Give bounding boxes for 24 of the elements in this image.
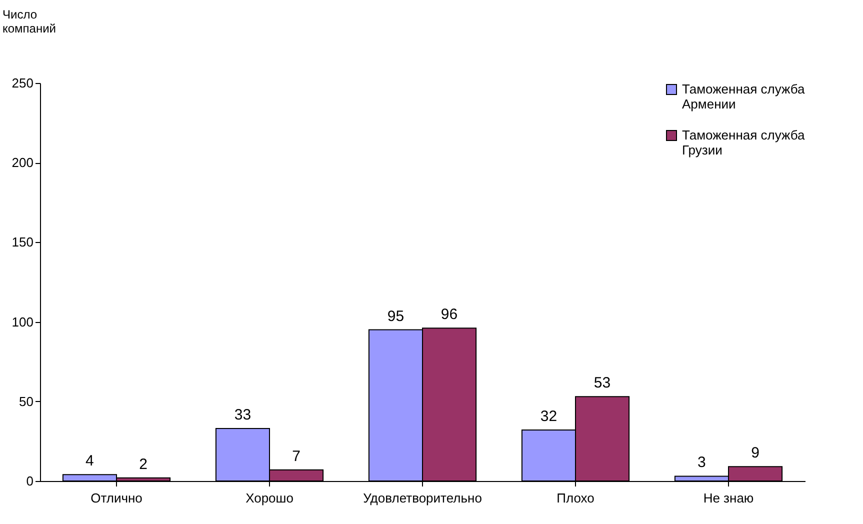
data-label: 32 [540,408,558,426]
y-tick-label: 150 [12,234,34,250]
x-tick-label: Плохо [556,490,594,506]
data-label: 96 [440,306,458,324]
data-label: 9 [751,444,760,462]
data-label: 4 [86,452,94,470]
y-axis-title: Число компаний [2,8,56,36]
data-label: 7 [292,448,300,465]
legend-label: Таможенная служба Армении [682,82,806,112]
y-tick-label: 200 [12,155,34,170]
y-tick-label: 50 [19,394,34,409]
data-label: 3 [698,454,706,472]
legend-label: Таможенная служба Грузии [682,128,806,158]
data-label: 2 [139,456,148,473]
x-tick-label: Удовлетворительно [363,490,482,506]
y-tick-label: 0 [26,474,34,488]
x-tick-label: Отлично [90,490,142,506]
data-label: 33 [234,406,252,424]
x-tick-label: Не знаю [703,490,754,506]
y-tick-label: 100 [12,314,34,330]
y-tick-label: 250 [12,76,34,90]
data-label: 53 [594,374,611,392]
data-label: 95 [387,308,404,325]
x-tick-label: Хорошо [246,490,294,506]
